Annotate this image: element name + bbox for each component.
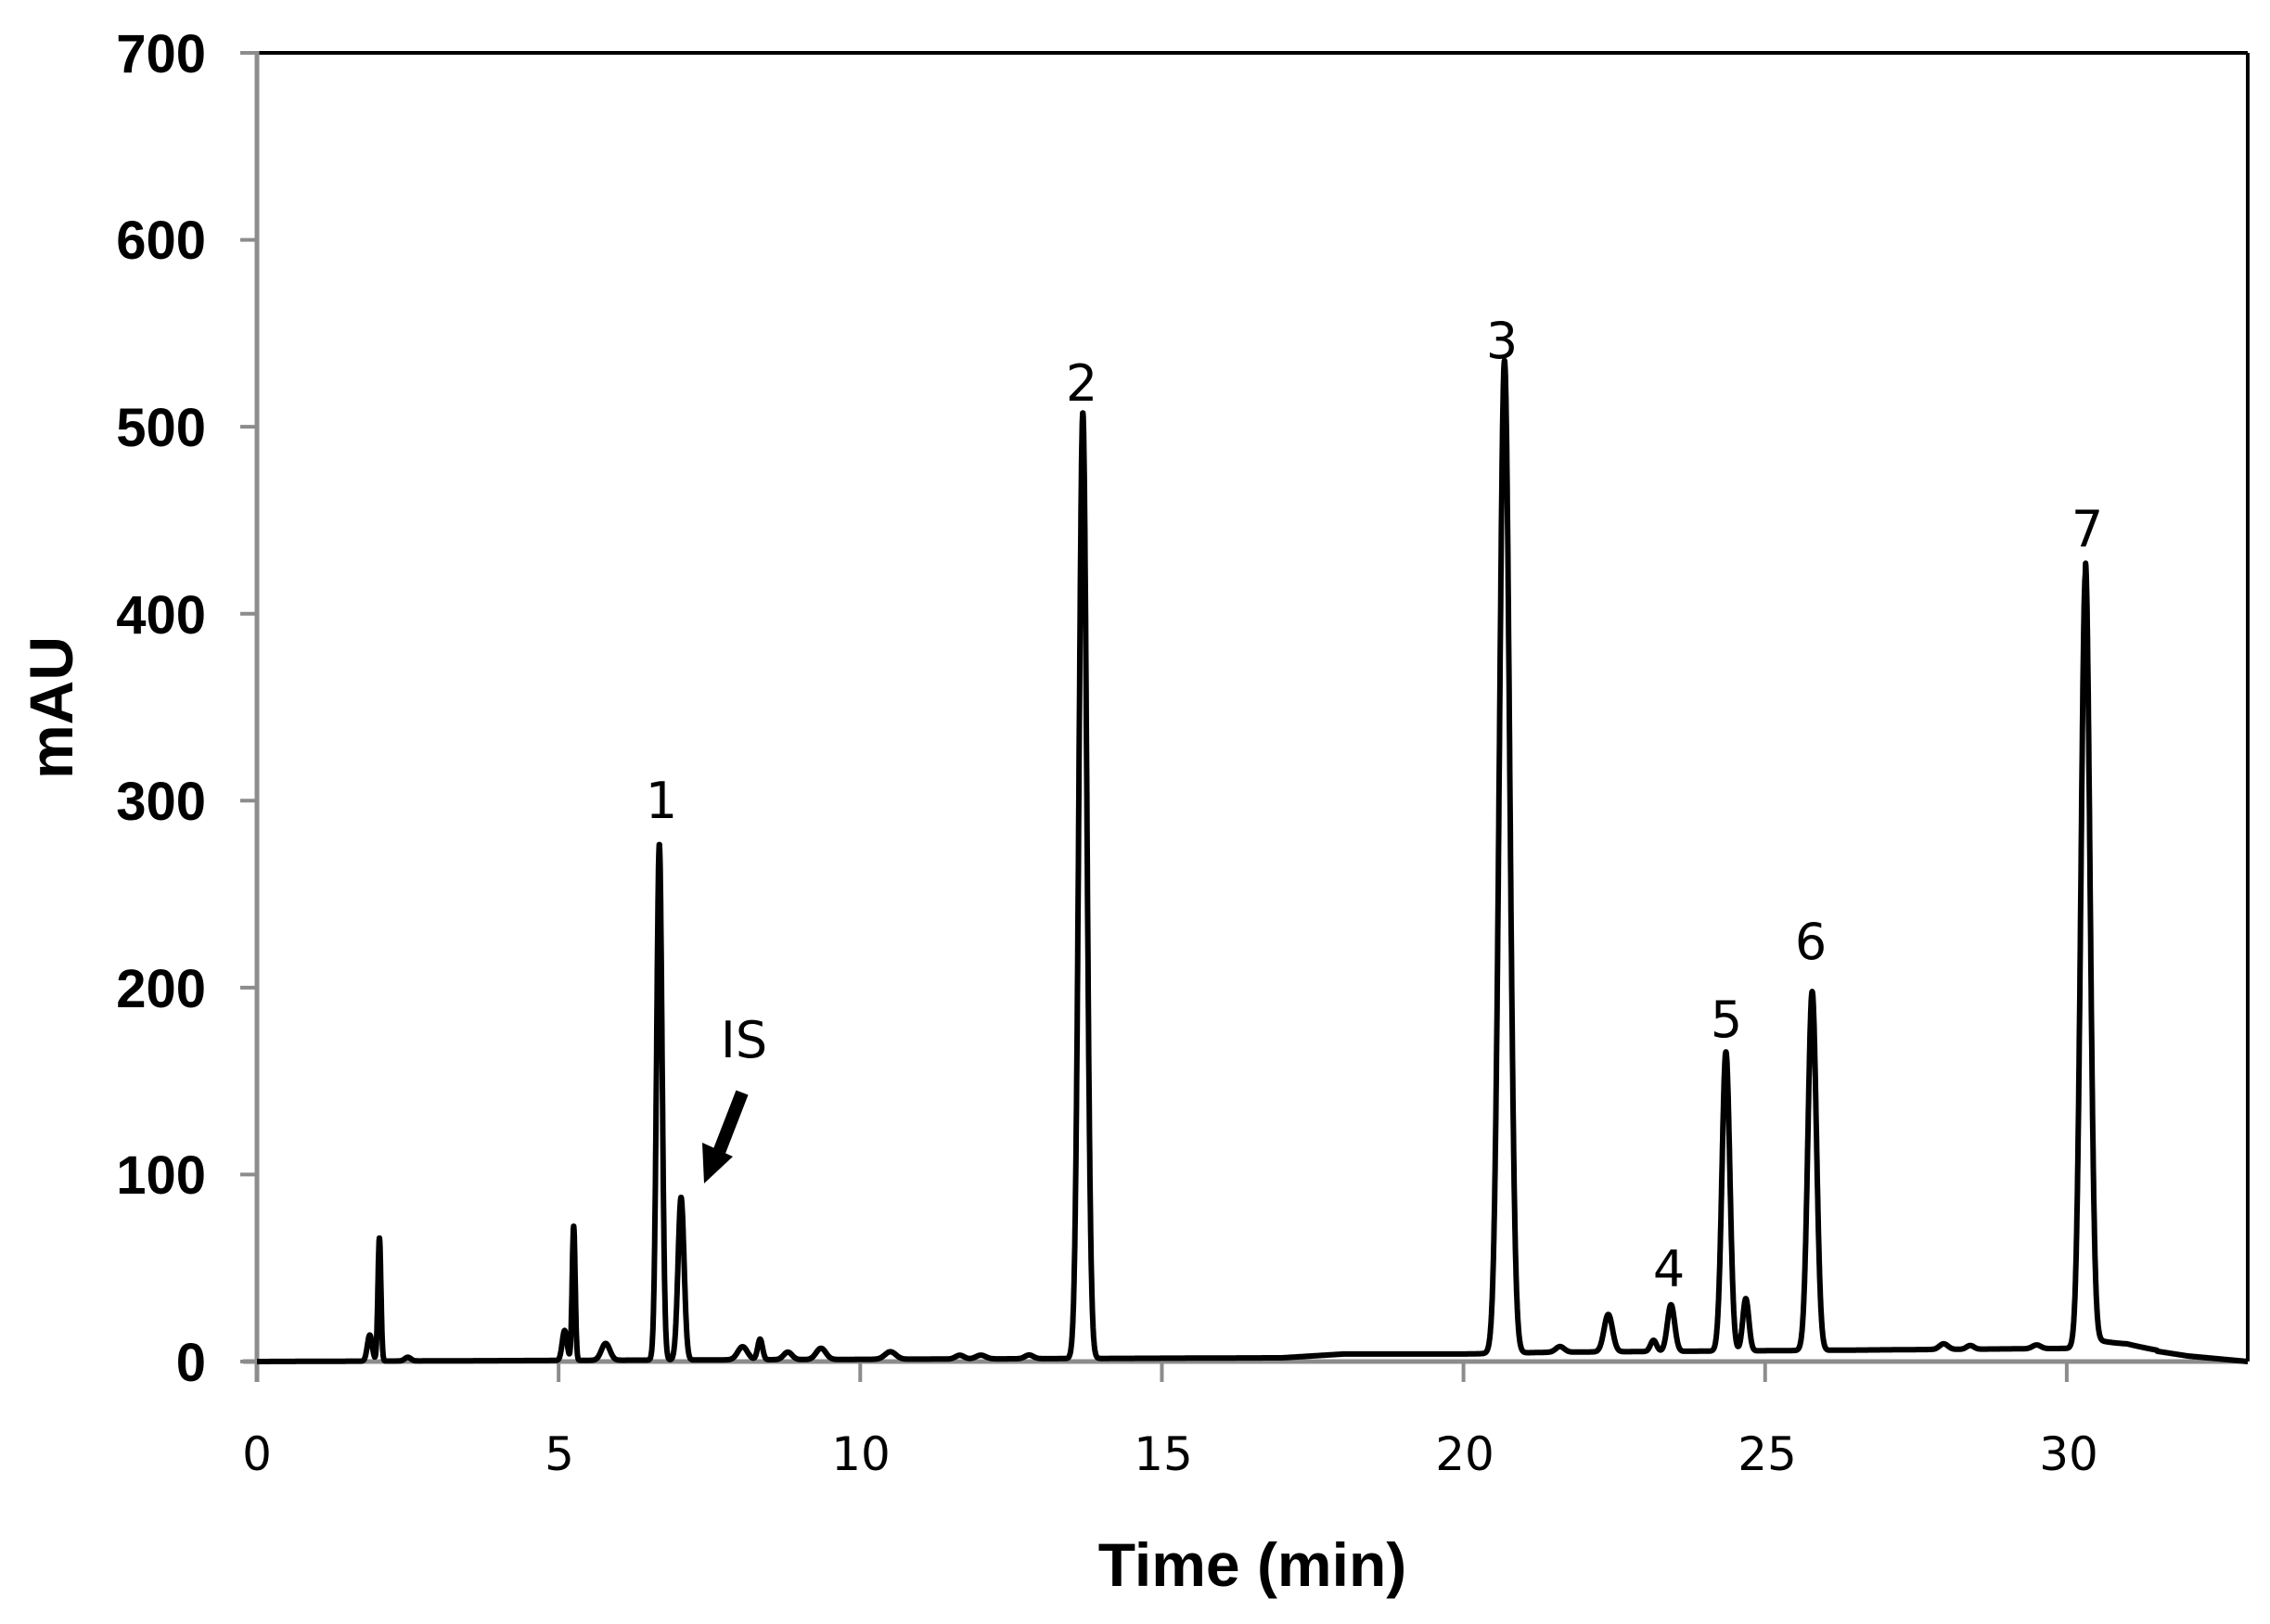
y-tick-label: 700 [116, 24, 206, 84]
x-tick-marks [255, 1362, 2069, 1382]
x-tick-label: 15 [1134, 1427, 1193, 1481]
y-tick-marks [240, 51, 257, 1363]
peak-label-7: 7 [2071, 500, 2103, 558]
peak-label-6: 6 [1795, 913, 1827, 971]
peak-label-2: 2 [1066, 354, 1097, 413]
x-axis: 0 5 10 15 20 25 30 Time (min) [242, 1359, 2248, 1599]
plot-area [257, 53, 2248, 1362]
peak-labels: 1 IS 2 3 4 5 6 7 [646, 312, 2103, 1298]
x-tick-label: 5 [545, 1427, 574, 1481]
y-tick-label: 600 [116, 211, 206, 271]
chromatogram-trace [254, 357, 2251, 1364]
x-tick-label: 30 [2039, 1427, 2098, 1481]
y-tick-label: 500 [116, 398, 206, 458]
x-tick-label: 20 [1435, 1427, 1494, 1481]
y-tick-label: 300 [116, 772, 206, 832]
y-axis-title: mAU [17, 636, 85, 779]
x-tick-label: 10 [831, 1427, 891, 1481]
y-tick-label: 400 [116, 585, 206, 646]
y-tick-label: 200 [116, 959, 206, 1019]
y-tick-label: 100 [116, 1145, 206, 1206]
x-tick-label: 25 [1738, 1427, 1797, 1481]
x-tick-label: 0 [242, 1427, 272, 1481]
peak-label-3: 3 [1486, 312, 1518, 370]
peak-label-1: 1 [646, 772, 677, 830]
peak-label-5: 5 [1711, 991, 1742, 1049]
is-arrow-icon [702, 1090, 749, 1183]
y-tick-label: 0 [176, 1333, 206, 1393]
peak-label-4: 4 [1653, 1240, 1685, 1298]
peak-label-is: IS [721, 1011, 767, 1069]
x-axis-title: Time (min) [1098, 1530, 1406, 1599]
y-axis: 0 100 200 300 400 500 600 700 mAU [17, 24, 260, 1393]
